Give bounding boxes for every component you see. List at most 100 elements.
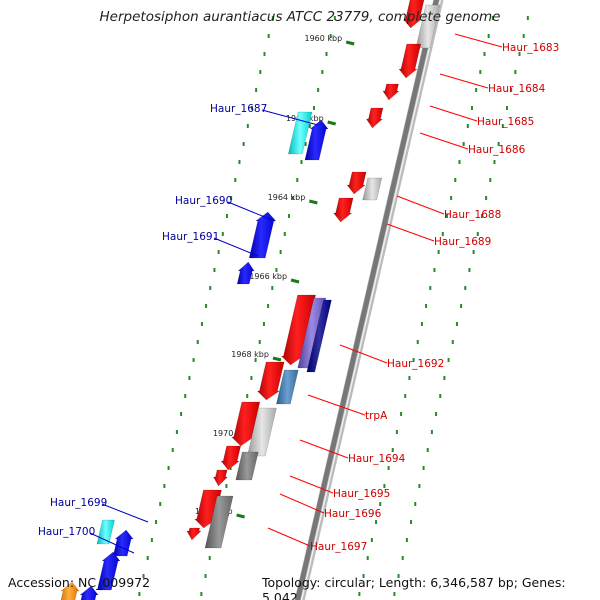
guide-dot [213,268,216,272]
gene-reverse [304,119,329,161]
guide-dot [489,178,492,182]
guide-dot [155,520,158,524]
tick-label: 1968 kbp [231,350,269,359]
guide-dot [401,556,404,560]
gene-label: Haur_1691 [162,231,219,243]
guide-dot [435,412,438,416]
guide-dot [258,340,261,344]
gene-reverse [96,551,121,591]
guide-dot [329,34,332,38]
gene-reverse [112,529,134,557]
leader-line [307,394,366,416]
guide-dot [460,304,463,308]
guide-dot [246,124,249,128]
gene-pseudo [362,177,383,201]
gene-reverse [248,211,277,259]
guide-dot [146,556,149,560]
guide-dot [238,160,241,164]
guide-dot [267,304,270,308]
guide-dot [412,358,415,362]
guide-dot [225,214,228,218]
gene-forward [398,43,422,79]
guide-dot [441,232,444,236]
guide-dot [255,88,258,92]
guide-dot [416,340,419,344]
guide-dot [447,358,450,362]
guide-dot [208,556,211,560]
guide-dot [175,430,178,434]
guide-dot [451,340,454,344]
leader-line [396,195,445,215]
guide-dot [200,322,203,326]
leader-line [454,33,503,48]
guide-dot [464,286,467,290]
tick-label: 1970 kbp [213,429,251,438]
guide-dot [205,304,208,308]
leader-line [339,344,388,364]
guide-dot [468,268,471,272]
guide-dot [493,160,496,164]
gene-label: Haur_1685 [477,116,534,128]
guide-dot [405,538,408,542]
guide-dot [362,574,365,578]
guide-dot [383,484,386,488]
tick-mark [327,120,337,126]
guide-dot [391,448,394,452]
gene-forward [403,0,425,29]
guide-dot [250,106,253,110]
tick-label: 1966 kbp [249,272,287,281]
guide-dot [505,106,508,110]
guide-dot [483,52,486,56]
guide-dot [259,70,262,74]
map-title: Herpetosiphon aurantiacus ATCC 23779, co… [99,9,501,25]
gene-forward [306,299,332,373]
genome-backbone [294,0,444,600]
guide-dot [188,376,191,380]
gene-label: Haur_1692 [387,358,444,370]
leader-line [299,439,349,459]
tick-mark [345,40,355,46]
guide-dot [501,124,504,128]
guide-dot [420,322,423,326]
gene-forward [220,445,241,471]
gene-forward [365,107,384,129]
guide-dot [414,502,417,506]
gene-label: Haur_1700 [38,526,95,538]
guide-dot [404,394,407,398]
gene-reverse [79,585,99,600]
gene-forward [213,469,229,487]
guide-dot [450,196,453,200]
guide-dot [250,376,253,380]
gene-forward [256,361,285,401]
guide-dot [397,574,400,578]
guide-dot [497,142,500,146]
guide-dot [443,376,446,380]
gene-label: Haur_1697 [310,541,367,553]
guide-dot [445,214,448,218]
topology-text: Topology: circular; Length: 6,346,587 bp… [262,575,566,600]
tick-label: 1960 kbp [304,34,342,43]
leader-line [267,527,311,547]
gene-label: Haur_1686 [468,144,526,156]
gene-label: Haur_1687 [210,103,267,115]
gene-forward [333,197,354,223]
guide-dot [400,412,403,416]
leader-line [261,109,319,126]
tick-mark [308,199,318,205]
tick-mark [236,513,245,519]
gene-pseudo [235,451,259,481]
guide-dot [217,250,220,254]
guide-dot [225,484,228,488]
gene-forward [186,527,202,541]
guide-dot [317,88,320,92]
guide-dot [510,88,513,92]
guide-dot [395,430,398,434]
guide-dot [437,250,440,254]
guide-dot [246,394,249,398]
leader-line [279,493,325,514]
guide-dot [458,160,461,164]
leader-line [101,503,149,523]
guide-dot [292,196,295,200]
